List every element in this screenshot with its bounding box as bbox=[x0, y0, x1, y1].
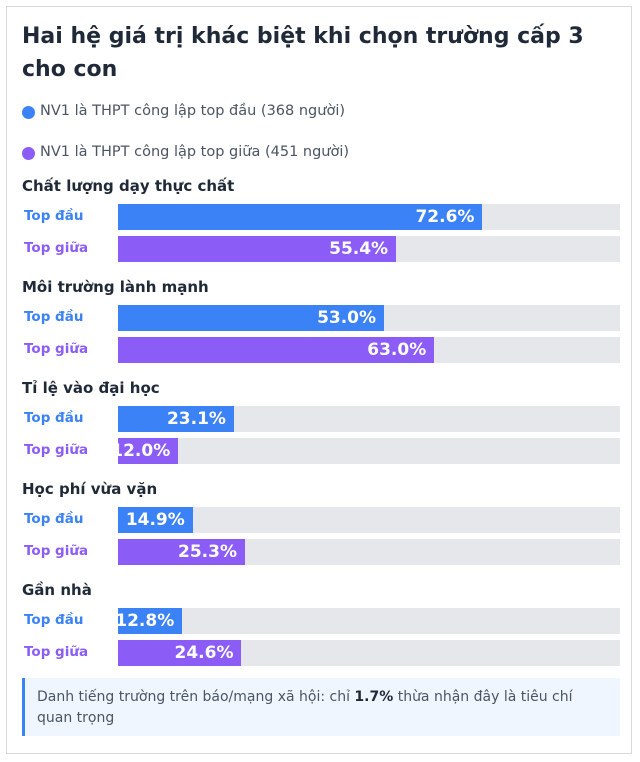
value-label: 72.6% bbox=[415, 207, 475, 227]
row-label: Top giữa bbox=[24, 644, 89, 660]
bar: 12.0% bbox=[111, 438, 179, 464]
bar-track bbox=[118, 438, 620, 464]
category-label: Tỉ lệ vào đại học bbox=[22, 379, 160, 397]
value-label: 23.1% bbox=[166, 409, 226, 429]
row-label: Top đầu bbox=[24, 511, 84, 527]
bar-track bbox=[118, 608, 620, 634]
bar: 63.0% bbox=[118, 337, 435, 363]
bar: 25.3% bbox=[118, 539, 245, 565]
value-label: 63.0% bbox=[367, 340, 427, 360]
row-label: Top đầu bbox=[24, 208, 84, 224]
bar: 72.6% bbox=[118, 204, 483, 230]
value-label: 12.8% bbox=[115, 611, 175, 631]
row-label: Top đầu bbox=[24, 410, 84, 426]
note-text: thừa nhận đây là tiêu chí quan trọng bbox=[37, 689, 577, 726]
row-label: Top giữa bbox=[24, 240, 89, 256]
value-label: 55.4% bbox=[329, 239, 389, 259]
row-label: Top đầu bbox=[24, 612, 84, 628]
row-label: Top giữa bbox=[24, 543, 89, 559]
category-label: Chất lượng dạy thực chất bbox=[22, 177, 235, 195]
note: Danh tiếng trường trên báo/mạng xã hội: … bbox=[22, 678, 620, 736]
bar: 24.6% bbox=[118, 640, 242, 666]
legend-label: NV1 là THPT công lập top đầu (368 người) bbox=[40, 103, 346, 119]
value-label: 25.3% bbox=[178, 542, 237, 562]
value-label: 24.6% bbox=[174, 643, 234, 663]
category-label: Gần nhà bbox=[22, 581, 92, 599]
bar: 55.4% bbox=[118, 236, 397, 262]
legend-marker bbox=[22, 147, 35, 160]
value-label: 53.0% bbox=[317, 308, 377, 328]
legend-marker bbox=[22, 106, 35, 119]
value-label: 14.9% bbox=[125, 510, 185, 530]
note-text: Danh tiếng trường trên báo/mạng xã hội: … bbox=[37, 689, 355, 705]
row-label: Top giữa bbox=[24, 442, 89, 458]
row-label: Top giữa bbox=[24, 341, 89, 357]
category-label: Học phí vừa vặn bbox=[22, 480, 158, 498]
category-label: Môi trường lành mạnh bbox=[22, 278, 209, 296]
chart-title: Hai hệ giá trị khác biệt khi chọn trường… bbox=[22, 24, 584, 82]
bar: 53.0% bbox=[118, 305, 385, 331]
value-label: 12.0% bbox=[111, 441, 171, 461]
bar-track bbox=[118, 507, 620, 533]
row-label: Top đầu bbox=[24, 309, 84, 325]
bar: 12.8% bbox=[115, 608, 183, 634]
note-highlight: 1.7% bbox=[354, 689, 394, 705]
legend-label: NV1 là THPT công lập top giữa (451 người… bbox=[40, 144, 350, 160]
bar: 23.1% bbox=[118, 406, 234, 432]
chart-card bbox=[6, 6, 632, 754]
bar: 14.9% bbox=[118, 507, 193, 533]
